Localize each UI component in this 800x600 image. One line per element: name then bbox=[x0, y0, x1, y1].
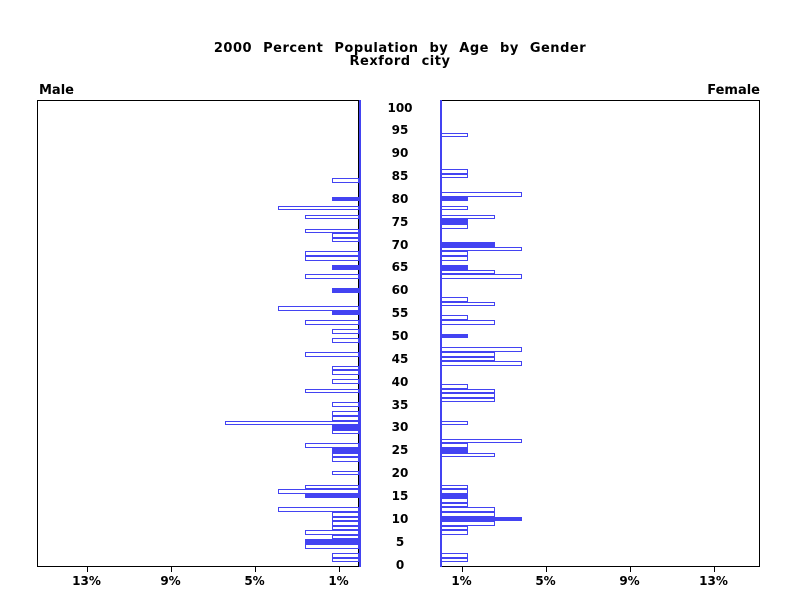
bar-female-age-50 bbox=[440, 333, 468, 339]
male-tick-1 bbox=[338, 567, 340, 572]
age-tick-label-80: 80 bbox=[391, 191, 409, 206]
age-tick-label-35: 35 bbox=[391, 397, 409, 412]
age-tick-label-50: 50 bbox=[391, 329, 409, 343]
age-tick-label-95: 95 bbox=[391, 123, 409, 138]
bar-male-age-80 bbox=[332, 196, 360, 202]
age-tick-label-0: 0 bbox=[395, 557, 405, 572]
bar-male-age-55 bbox=[332, 310, 360, 316]
bar-male-age-15 bbox=[304, 493, 360, 499]
age-tick-label-30: 30 bbox=[391, 420, 409, 435]
bar-male-age-23 bbox=[332, 457, 360, 462]
male-zero-axis-line bbox=[358, 100, 361, 567]
age-tick-label-90: 90 bbox=[391, 146, 409, 161]
age-tick-label-15: 15 bbox=[391, 488, 409, 503]
bar-male-age-65 bbox=[332, 265, 360, 270]
female-plot-panel bbox=[440, 100, 760, 567]
bar-female-age-24 bbox=[440, 452, 496, 458]
bar-male-age-60 bbox=[332, 288, 360, 293]
female-tick-label-5: 5% bbox=[535, 574, 556, 588]
bar-female-age-57 bbox=[440, 301, 496, 307]
female-tick-5 bbox=[545, 567, 547, 572]
bar-male-age-35 bbox=[332, 402, 360, 407]
bar-female-age-53 bbox=[440, 319, 496, 325]
age-tick-label-40: 40 bbox=[391, 374, 409, 389]
age-tick-label-70: 70 bbox=[391, 237, 409, 252]
female-zero-axis-line bbox=[440, 100, 442, 567]
bar-male-age-84 bbox=[332, 178, 360, 183]
male-tick-13 bbox=[86, 567, 88, 572]
bar-male-age-53 bbox=[304, 319, 360, 325]
bar-female-age-80 bbox=[440, 196, 468, 202]
age-tick-label-45: 45 bbox=[391, 351, 409, 366]
female-tick-1 bbox=[461, 567, 463, 572]
age-tick-label-20: 20 bbox=[391, 466, 409, 481]
male-tick-5 bbox=[254, 567, 256, 572]
bar-male-age-67 bbox=[304, 256, 360, 261]
bar-male-age-20 bbox=[332, 470, 360, 476]
bar-male-age-71 bbox=[332, 237, 360, 243]
male-side-label: Male bbox=[39, 83, 74, 98]
age-tick-label-60: 60 bbox=[391, 283, 409, 298]
chart-subtitle: Rexford city bbox=[349, 54, 451, 69]
male-tick-label-9: 9% bbox=[160, 574, 181, 588]
male-tick-label-5: 5% bbox=[244, 574, 265, 588]
age-tick-label-5: 5 bbox=[395, 534, 405, 549]
bar-female-age-78 bbox=[440, 205, 468, 211]
female-side-label: Female bbox=[707, 83, 760, 98]
female-tick-9 bbox=[629, 567, 631, 572]
bar-male-age-1 bbox=[332, 557, 360, 563]
bar-female-age-1 bbox=[440, 557, 468, 563]
bar-male-age-29 bbox=[332, 429, 360, 435]
bar-female-age-94 bbox=[440, 132, 468, 138]
bar-male-age-49 bbox=[332, 338, 360, 343]
male-tick-9 bbox=[170, 567, 172, 572]
chart-title: 2000 Percent Population by Age by Gender bbox=[213, 41, 587, 56]
bar-male-age-76 bbox=[304, 214, 360, 220]
bar-male-age-63 bbox=[304, 274, 360, 279]
bar-female-age-85 bbox=[440, 173, 468, 179]
age-tick-label-75: 75 bbox=[391, 214, 409, 229]
female-tick-label-1: 1% bbox=[451, 574, 472, 588]
bar-female-age-7 bbox=[440, 530, 468, 535]
bar-female-age-36 bbox=[440, 397, 496, 403]
bar-female-age-74 bbox=[440, 224, 468, 229]
female-tick-13 bbox=[713, 567, 715, 572]
bar-male-age-40 bbox=[332, 379, 360, 384]
age-tick-label-25: 25 bbox=[391, 443, 409, 458]
age-tick-label-55: 55 bbox=[391, 306, 409, 321]
bar-male-age-4 bbox=[304, 543, 360, 549]
bar-female-age-44 bbox=[440, 361, 523, 366]
male-tick-label-1: 1% bbox=[328, 574, 349, 588]
bar-male-age-46 bbox=[304, 351, 360, 357]
female-tick-label-9: 9% bbox=[619, 574, 640, 588]
bar-female-age-31 bbox=[440, 420, 468, 426]
bar-female-age-67 bbox=[440, 256, 468, 261]
age-tick-label-100: 100 bbox=[387, 100, 413, 115]
bar-male-age-78 bbox=[277, 205, 360, 211]
age-tick-label-85: 85 bbox=[391, 169, 409, 184]
female-tick-label-13: 13% bbox=[699, 574, 728, 588]
bar-male-age-51 bbox=[332, 329, 360, 334]
male-tick-label-13: 13% bbox=[72, 574, 101, 588]
age-tick-label-10: 10 bbox=[391, 511, 409, 526]
age-tick-label-65: 65 bbox=[391, 260, 409, 275]
bar-female-age-63 bbox=[440, 274, 523, 279]
bar-male-age-38 bbox=[304, 388, 360, 394]
bar-male-age-42 bbox=[332, 370, 360, 375]
